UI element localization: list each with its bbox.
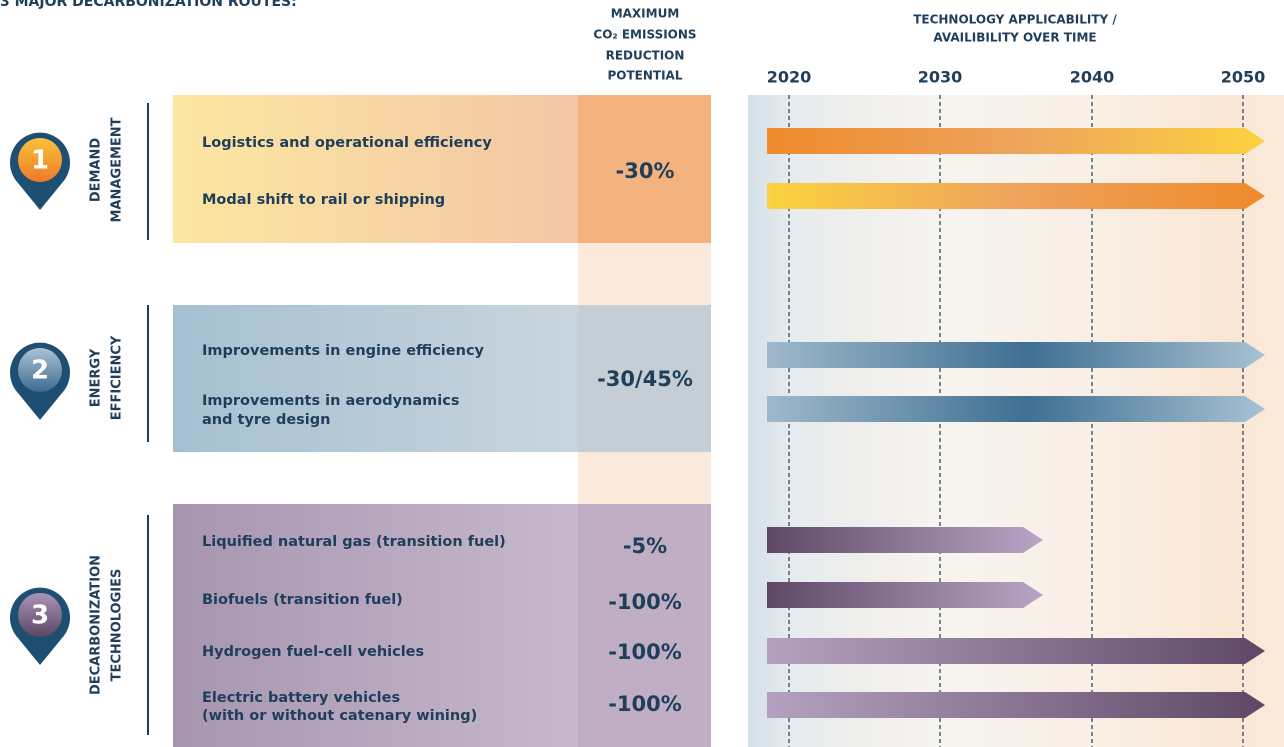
group-label: ENERGY <box>89 348 104 407</box>
group-number: 3 <box>31 601 49 631</box>
potential-header: REDUCTION <box>606 49 685 63</box>
arrow <box>767 638 1265 664</box>
timeline-header: TECHNOLOGY APPLICABILITY / <box>913 13 1117 27</box>
potential: -100% <box>608 590 682 614</box>
pin-inner <box>18 593 62 637</box>
arrow <box>767 527 1043 553</box>
potential-box <box>578 305 711 452</box>
arrow <box>767 128 1265 154</box>
year-label: 2040 <box>1070 68 1115 87</box>
potential: -100% <box>608 640 682 664</box>
potential: -5% <box>623 534 667 558</box>
arrow <box>767 342 1265 368</box>
group-box <box>173 305 578 452</box>
year-label: 2030 <box>918 68 963 87</box>
item: Improvements in aerodynamics <box>202 393 459 409</box>
item: Electric battery vehicles <box>202 690 400 706</box>
potential: -30% <box>616 159 675 183</box>
potential-header: POTENTIAL <box>607 69 682 83</box>
year-label: 2020 <box>767 68 812 87</box>
group-number: 1 <box>31 146 49 176</box>
item: and tyre design <box>202 412 330 428</box>
year-label: 2050 <box>1221 68 1266 87</box>
group-label: DEMAND <box>89 138 104 203</box>
potential-box <box>578 95 711 243</box>
pin-inner <box>18 138 62 182</box>
arrow <box>767 396 1265 422</box>
item: Logistics and operational efficiency <box>202 135 492 151</box>
arrow <box>767 183 1265 209</box>
potential: -30/45% <box>597 367 693 391</box>
group-label: EFFICIENCY <box>110 335 125 420</box>
item: (with or without catenary wining) <box>202 708 477 724</box>
title: 3 MAJOR DECARBONIZATION ROUTES: <box>0 0 297 10</box>
arrow <box>767 582 1043 608</box>
potential: -100% <box>608 692 682 716</box>
group-box <box>173 504 578 747</box>
group-label: MANAGEMENT <box>110 117 125 222</box>
potential-header: MAXIMUM <box>611 7 680 21</box>
timeline-header: AVAILIBILITY OVER TIME <box>933 31 1096 45</box>
group-label: TECHNOLOGIES <box>110 569 125 682</box>
item: Biofuels (transition fuel) <box>202 592 403 608</box>
potential-box <box>578 504 711 747</box>
item: Liquified natural gas (transition fuel) <box>202 534 506 550</box>
item: Modal shift to rail or shipping <box>202 192 445 208</box>
item: Hydrogen fuel-cell vehicles <box>202 644 424 660</box>
arrow <box>767 692 1265 718</box>
group-label: DECARBONIZATION <box>89 555 104 695</box>
item: Improvements in engine efficiency <box>202 343 485 359</box>
group-box <box>173 95 578 243</box>
pin-inner <box>18 348 62 392</box>
group-number: 2 <box>31 356 49 386</box>
potential-header: CO₂ EMISSIONS <box>593 28 696 42</box>
